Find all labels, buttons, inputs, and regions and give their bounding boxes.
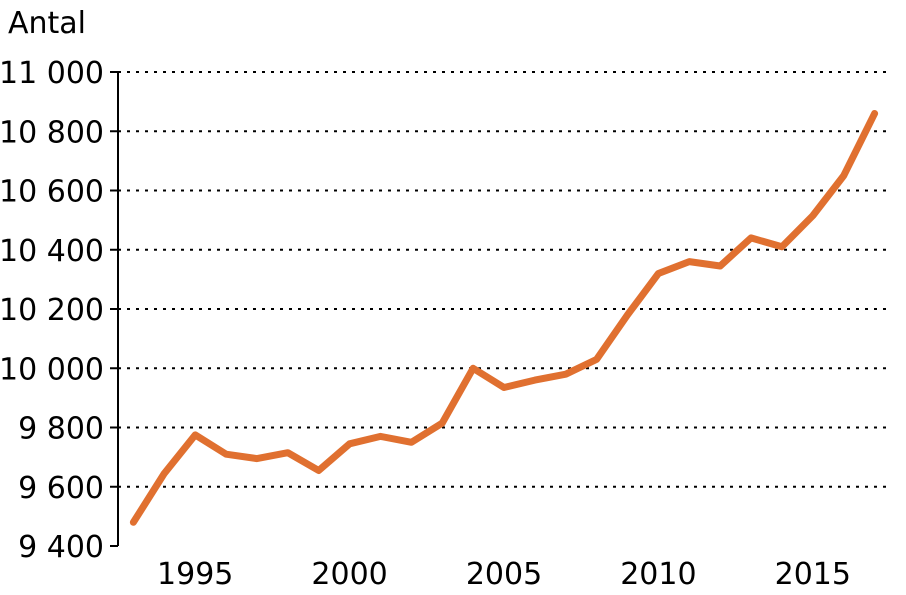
x-tick-label: 1995 — [157, 557, 233, 592]
y-tick-label: 9 400 — [18, 530, 104, 565]
x-tick-label: 2000 — [311, 557, 387, 592]
y-tick-label: 10 000 — [0, 352, 104, 387]
y-tick-label: 10 800 — [0, 115, 104, 150]
y-tick-label: 10 400 — [0, 234, 104, 269]
x-ticks: 1995 2000 2005 2010 2015 — [157, 557, 851, 592]
y-tick-label: 10 600 — [0, 175, 104, 210]
y-tick-label: 10 200 — [0, 293, 104, 328]
series-line — [129, 110, 879, 526]
x-tick-label: 2005 — [466, 557, 542, 592]
gridlines — [118, 71, 890, 488]
y-tick-label: 9 600 — [18, 471, 104, 506]
y-tick-label: 9 800 — [18, 412, 104, 447]
y-axis-label: Antal — [8, 6, 86, 41]
x-tick-label: 2015 — [775, 557, 851, 592]
y-tick-label: 11 000 — [0, 56, 104, 91]
y-ticks: 9 400 9 600 9 800 10 000 10 200 10 400 10 600 1… — [0, 56, 118, 565]
x-tick-label: 2010 — [620, 557, 696, 592]
